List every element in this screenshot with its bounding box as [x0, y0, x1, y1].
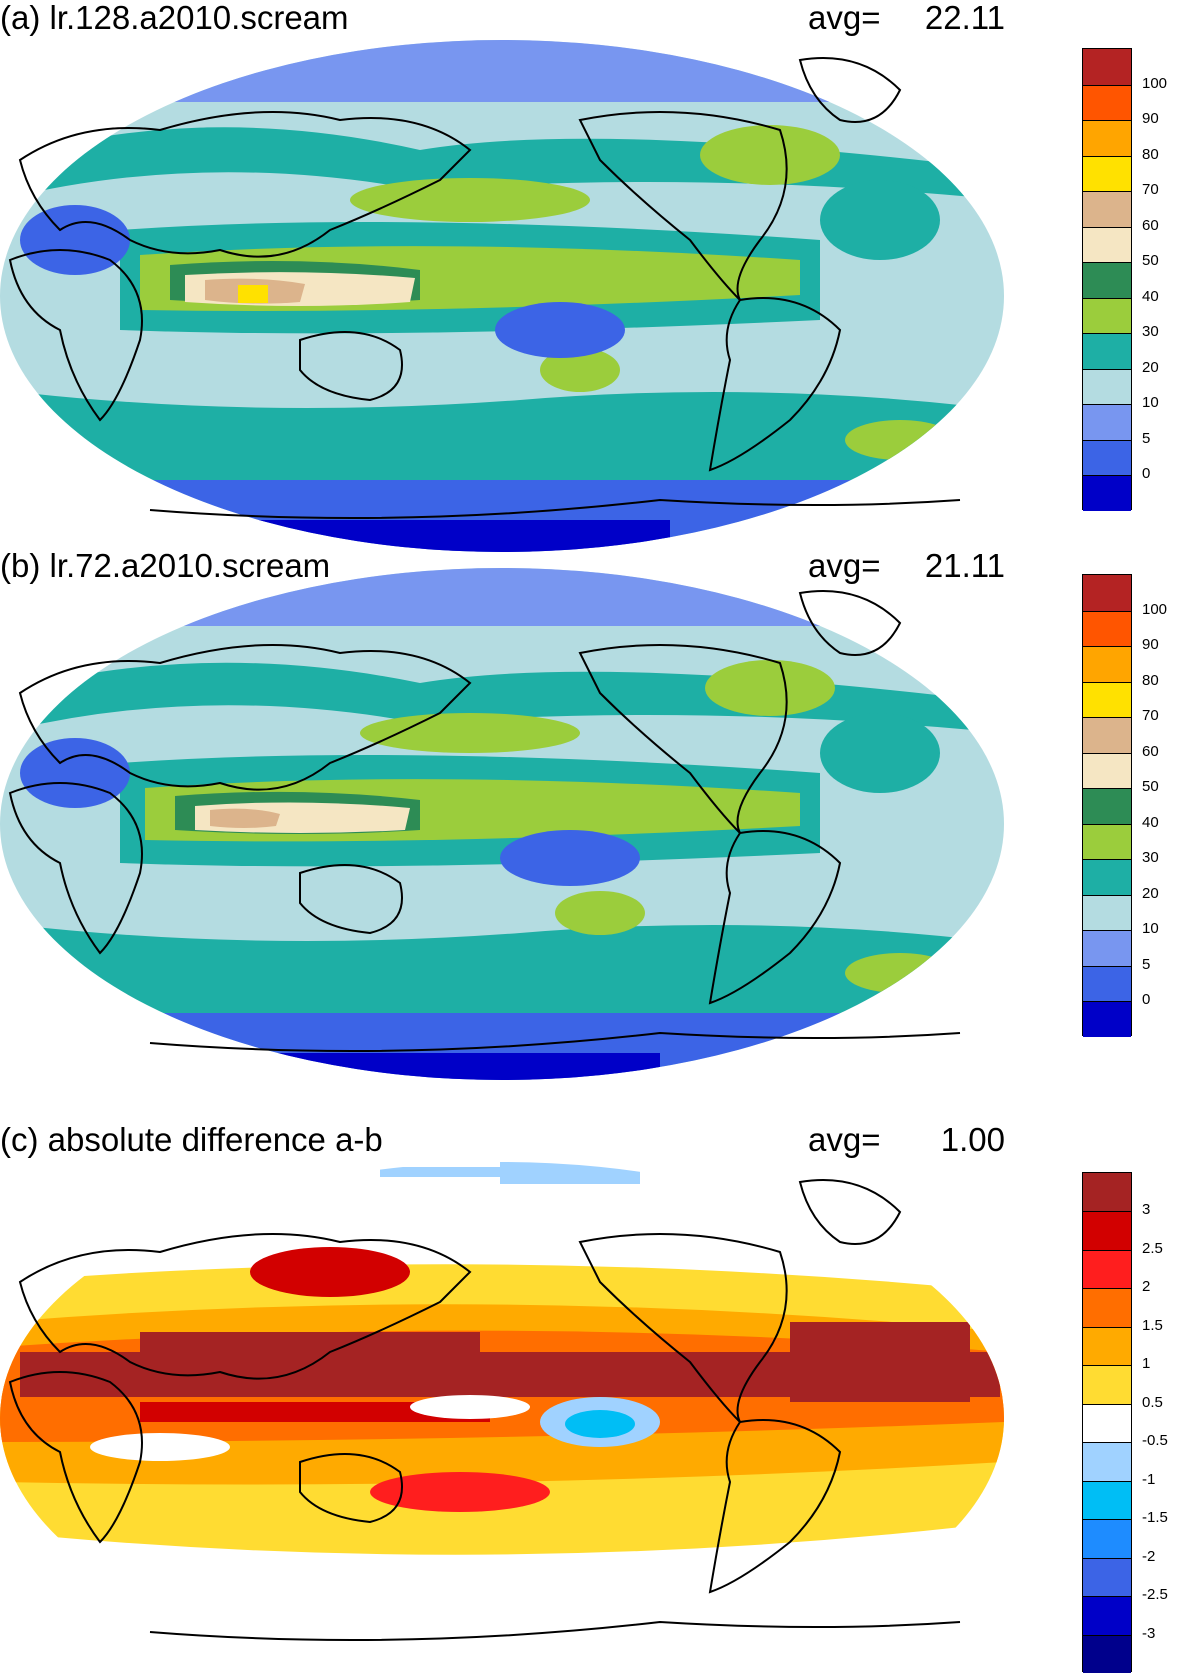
colorbar-tick-label: 50 [1142, 252, 1159, 270]
colorbar-tick-label: 40 [1142, 813, 1159, 831]
colorbar-swatch [1083, 752, 1131, 789]
panel-title: (a) lr.128.a2010.scream [0, 0, 349, 36]
world-map [0, 40, 1004, 552]
average-label: avg= [808, 547, 881, 584]
colorbar-tick-label: 2.5 [1142, 1239, 1163, 1257]
panel-c: (c) absolute difference a-b avg= 1.00 [0, 1122, 1189, 1677]
colorbar-tick-label: 3 [1142, 1201, 1151, 1219]
colorbar-swatch [1083, 297, 1131, 334]
colorbar-tick-label: 0 [1142, 991, 1151, 1009]
colorbar-swatch [1083, 930, 1131, 966]
colorbar-tick-label: 5 [1142, 429, 1151, 447]
colorbar-tick-label: 80 [1142, 671, 1159, 689]
colorbar-swatch [1083, 1211, 1131, 1250]
colorbar-swatch [1083, 1173, 1131, 1212]
colorbar-tick-label: 20 [1142, 358, 1159, 376]
colorbar-swatch [1083, 1442, 1131, 1481]
colorbar-swatch [1083, 646, 1131, 682]
colorbar-tick-label: 70 [1142, 707, 1159, 725]
colorbar-swatch [1083, 788, 1131, 824]
colorbar-swatch [1083, 226, 1131, 263]
average-label: avg= [808, 1121, 881, 1158]
average-readout: avg= 1.00 [808, 1122, 1005, 1158]
colorbar-tick-label: 10 [1142, 394, 1159, 412]
colorbar-swatch [1083, 1519, 1131, 1558]
colorbar-swatch [1083, 262, 1131, 298]
colorbar-tick-label: 60 [1142, 742, 1159, 760]
colorbar-swatch [1083, 1634, 1131, 1673]
colorbar-swatch [1083, 823, 1131, 860]
colorbar-tick-label: 30 [1142, 323, 1159, 341]
colorbar-swatch [1083, 368, 1131, 405]
colorbar-tick-label: 20 [1142, 884, 1159, 902]
colorbar-tick-label: 1 [1142, 1355, 1151, 1373]
colorbar-tick-label: 5 [1142, 955, 1151, 973]
average-readout: avg= 21.11 [808, 548, 1005, 584]
colorbar-tick-label: 90 [1142, 110, 1159, 128]
colorbar-tick-label: -2.5 [1142, 1586, 1168, 1604]
colorbar-tick-label: 70 [1142, 181, 1159, 199]
colorbar-tick-label: 0.5 [1142, 1393, 1163, 1411]
colorbar-swatch [1083, 404, 1131, 440]
world-map [0, 568, 1004, 1080]
colorbar-swatches [1082, 48, 1132, 511]
colorbar-swatch [1083, 1365, 1131, 1404]
colorbar-swatch [1083, 1480, 1131, 1520]
colorbar-tick-label: 30 [1142, 849, 1159, 867]
colorbar-swatches [1082, 1172, 1132, 1673]
colorbar-swatch [1083, 84, 1131, 121]
colorbar-tick-label: -2 [1142, 1547, 1156, 1565]
colorbar-swatch [1083, 894, 1131, 931]
world-map [0, 1162, 1004, 1674]
colorbar-swatch [1083, 475, 1131, 511]
colorbar-swatch [1083, 333, 1131, 369]
colorbar-tick-label: 1.5 [1142, 1316, 1163, 1334]
average-value: 22.11 [924, 0, 1005, 36]
colorbar-tick-label: 80 [1142, 145, 1159, 163]
panel-title: (c) absolute difference a-b [0, 1121, 383, 1158]
colorbar-tick-label: -1.5 [1142, 1509, 1168, 1527]
average-value: 1.00 [940, 1121, 1005, 1158]
colorbar-tick-label: 50 [1142, 778, 1159, 796]
colorbar-tick-label: 2 [1142, 1278, 1151, 1296]
colorbar-tick-label: 100 [1142, 600, 1168, 618]
colorbar-swatch [1083, 191, 1131, 227]
colorbar-swatch [1083, 610, 1131, 647]
colorbar-swatch [1083, 120, 1131, 156]
colorbar-tick-label: 0 [1142, 465, 1151, 483]
colorbar-swatch [1083, 717, 1131, 753]
colorbar-tick-label: 90 [1142, 636, 1159, 654]
colorbar-swatches [1082, 574, 1132, 1037]
colorbar-swatch [1083, 155, 1131, 192]
average-readout: avg= 22.11 [808, 0, 1005, 36]
colorbar-swatch [1083, 1326, 1131, 1366]
colorbar-tick-label: 10 [1142, 920, 1159, 938]
average-label: avg= [808, 0, 881, 36]
colorbar-swatch [1083, 1596, 1131, 1635]
average-value: 21.11 [924, 547, 1005, 584]
colorbar-swatch [1083, 575, 1131, 611]
colorbar-swatch [1083, 965, 1131, 1002]
panel-title: (b) lr.72.a2010.scream [0, 547, 331, 584]
colorbar-swatch [1083, 859, 1131, 895]
colorbar-swatch [1083, 1249, 1131, 1289]
panel-b: (b) lr.72.a2010.scream avg= 21.11 [0, 547, 1189, 1080]
colorbar-swatch [1083, 681, 1131, 718]
colorbar-tick-label: 60 [1142, 216, 1159, 234]
colorbar-tick-label: -3 [1142, 1624, 1156, 1642]
colorbar-swatch [1083, 1288, 1131, 1327]
colorbar-tick-label: -1 [1142, 1470, 1156, 1488]
colorbar-swatch [1083, 1001, 1131, 1037]
colorbar-swatch [1083, 49, 1131, 85]
colorbar-swatch [1083, 1403, 1131, 1443]
colorbar-swatch [1083, 1557, 1131, 1597]
panel-a: (a) lr.128.a2010.scream avg= 22.11 [0, 0, 1189, 552]
colorbar-tick-label: -0.5 [1142, 1432, 1168, 1450]
colorbar-tick-label: 100 [1142, 74, 1168, 92]
colorbar-tick-label: 40 [1142, 287, 1159, 305]
colorbar-swatch [1083, 439, 1131, 476]
